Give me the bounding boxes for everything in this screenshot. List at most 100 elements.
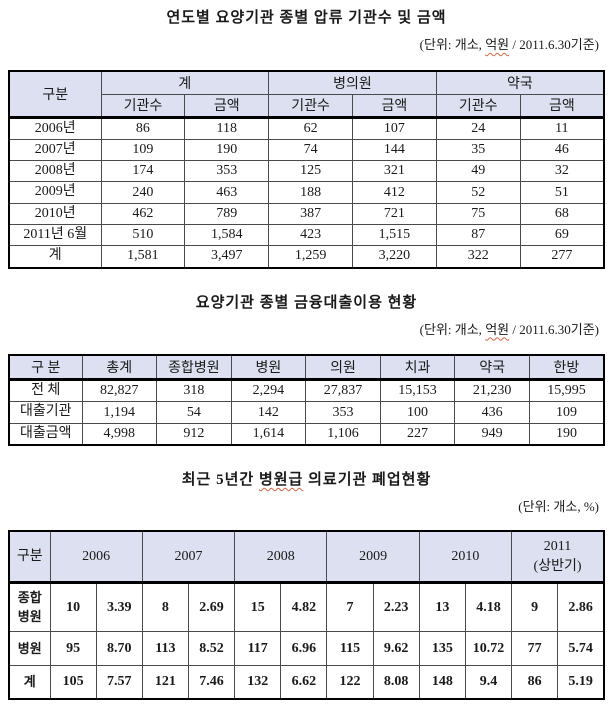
header-cell: 기관수 [268, 93, 353, 118]
cell: 353 [305, 401, 381, 424]
header-cell-line: 2006 [82, 548, 111, 564]
closure-table: 구분 2006 2007 2008 2009 2010 2011 (상반기) 종합 병원 10… [8, 529, 605, 700]
header-cell: 2006 [49, 530, 143, 584]
cell: 74 [268, 138, 353, 162]
header-cell: 의원 [305, 354, 381, 381]
cell: 107 [351, 116, 437, 140]
header-cell: 약국 [454, 354, 530, 381]
header-cell-line: 2010 [451, 548, 480, 564]
corner-header: 구분 [8, 70, 102, 118]
unit-prefix: (단위: 개소, [419, 321, 486, 337]
cell: 87 [435, 223, 521, 247]
cell: 9.62 [372, 631, 420, 667]
title-suffix: 의료기관 폐업현황 [303, 471, 432, 488]
cell: 436 [454, 401, 530, 424]
row-label: 2010년 [8, 202, 102, 225]
row-label: 계 [8, 245, 102, 269]
unit-prefix: (단위: 개소, [419, 37, 486, 52]
header-cell: 병의원 [268, 70, 437, 95]
cell: 109 [100, 138, 186, 162]
cell: 144 [351, 138, 437, 162]
header-cell-line: 2008 [266, 548, 295, 564]
cell: 8 [141, 582, 189, 633]
cell: 1,194 [81, 401, 158, 424]
seizure-table: 구분 계 병의원 약국 기관수 금액 기관수 금액 기관수 금액 2006년 86 118 62 10… [8, 70, 605, 269]
section2-unit-note: (단위: 개소, 억원 / 2011.6.30기준) [8, 322, 605, 338]
row-label: 대출금액 [8, 422, 83, 446]
header-row-subheaders: 기관수 금액 기관수 금액 기관수 금액 [9, 93, 605, 118]
header-cell-line: 2009 [359, 548, 388, 564]
table-row: 종합 병원 10 3.39 8 2.69 15 4.82 7 2.23 13 4.18 9 2.86 [8, 582, 605, 633]
cell: 2.86 [557, 582, 605, 633]
cell: 8.08 [372, 665, 420, 700]
section1-unit-note: (단위: 개소, 억원 / 2011.6.30기준) [8, 37, 605, 53]
table-row: 2007년 109 190 74 144 35 46 [8, 138, 605, 162]
section2-title-text: 요양기관 종별 금융대출이용 현황 [195, 294, 418, 311]
cell: 1,581 [100, 245, 186, 269]
cell: 188 [268, 181, 353, 204]
closure-table-header: 구분 2006 2007 2008 2009 2010 2011 (상반기) [8, 530, 605, 584]
header-cell: 총계 [81, 354, 158, 381]
header-row-groups: 구분 계 병의원 약국 [8, 70, 605, 118]
cell: 8.70 [95, 631, 143, 667]
cell: 4.18 [464, 582, 513, 633]
table-row: 2010년 462 789 387 721 75 68 [8, 202, 605, 225]
cell: 27,837 [305, 379, 381, 403]
header-cell: 금액 [519, 93, 605, 118]
cell: 4,998 [81, 422, 158, 446]
section3-unit-note: (단위: 개소, %) [8, 499, 605, 515]
cell: 32 [519, 160, 605, 183]
cell: 322 [435, 245, 521, 269]
seizure-table-body: 2006년 86 118 62 107 24 11 2007년 109 190 74 144 35 46 2… [8, 116, 605, 269]
section3-title: 최근 5년간 병원급 의료기관 폐업현황 [8, 471, 605, 490]
row-label: 2006년 [8, 116, 102, 140]
cell: 115 [326, 631, 374, 667]
cell: 1,614 [230, 422, 307, 446]
cell: 5.19 [557, 665, 605, 700]
cell: 105 [49, 665, 97, 700]
cell: 2.23 [372, 582, 420, 633]
section1-title: 연도별 요양기관 종별 압류 기관수 및 금액 [8, 9, 605, 28]
unit-suffix: / 2011.6.30기준) [509, 321, 599, 337]
cell: 24 [435, 116, 521, 140]
unit-highlight: 억원 [485, 321, 510, 337]
cell: 387 [268, 202, 353, 225]
cell: 1,259 [268, 245, 353, 269]
cell: 62 [268, 116, 353, 140]
corner-header: 구분 [8, 530, 51, 584]
header-cell-line: 약국 [507, 76, 533, 92]
cell: 2,294 [230, 379, 307, 403]
cell: 77 [511, 631, 559, 667]
table-row: 2009년 240 463 188 412 52 51 [8, 181, 605, 204]
header-cell: 2011 (상반기) [511, 530, 605, 584]
cell: 86 [100, 116, 186, 140]
cell: 1,515 [351, 223, 437, 247]
cell: 109 [528, 401, 605, 424]
cell: 174 [100, 160, 186, 183]
cell: 423 [268, 223, 353, 247]
row-label: 종합 병원 [8, 582, 51, 633]
cell: 117 [234, 631, 282, 667]
cell: 510 [100, 223, 186, 247]
header-cell: 구 분 [8, 354, 83, 381]
header-cell: 2008 [234, 530, 328, 584]
header-cell: 2007 [141, 530, 236, 584]
table-row: 계 105 7.57 121 7.46 132 6.62 122 8.08 148 9.4 86 5.1… [8, 665, 605, 700]
cell: 190 [528, 422, 605, 446]
cell: 15,995 [528, 379, 605, 403]
cell: 789 [184, 202, 270, 225]
row-label: 2008년 [8, 160, 102, 183]
cell: 321 [351, 160, 437, 183]
table-row: 2008년 174 353 125 321 49 32 [8, 160, 605, 183]
cell: 54 [156, 401, 232, 424]
header-cell-line: (상반기) [533, 558, 582, 574]
cell: 3,497 [184, 245, 270, 269]
table-row: 전 체 82,827 318 2,294 27,837 15,153 21,230 15,99… [8, 379, 605, 403]
title-highlight: 병원급 [258, 471, 304, 488]
loan-table: 구 분 총계 종합병원 병원 의원 치과 약국 한방 전 체 82,827 318 2,294 27,… [8, 353, 605, 446]
cell: 6.96 [280, 631, 328, 667]
cell: 1,106 [305, 422, 381, 446]
header-cell: 계 [100, 70, 270, 95]
cell: 277 [519, 245, 605, 269]
cell: 135 [418, 631, 466, 667]
